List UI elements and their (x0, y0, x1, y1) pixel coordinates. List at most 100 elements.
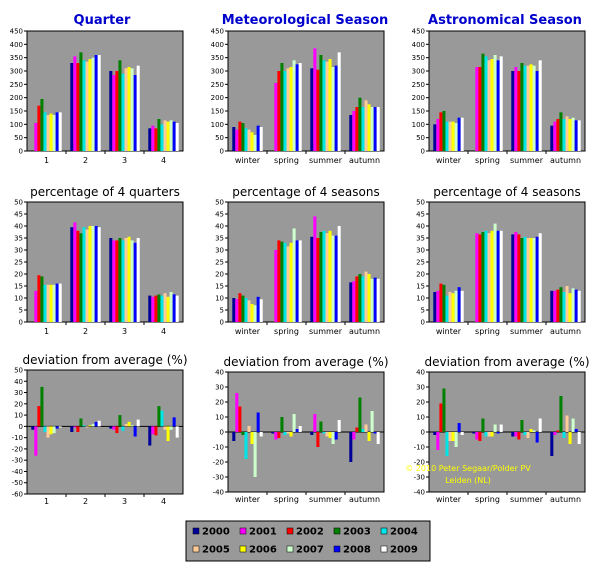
bar-2007-1 (52, 115, 56, 151)
bar-2008-spring (496, 230, 500, 322)
column-title-meteorological: Meteorological Season (222, 13, 389, 28)
bar-2004-2 (82, 60, 86, 152)
bar-2003-winter (241, 432, 245, 435)
bar-2004-winter (445, 121, 449, 151)
bar-2002-autumn (355, 427, 359, 432)
bar-2007-summer (532, 430, 536, 432)
category-label: autumn (349, 156, 380, 165)
y-tick-label: 200 (412, 94, 425, 102)
chart-0: 0 50 100 150 200 250 300 350 400 450 1 2 3 4 (10, 28, 184, 165)
bar-2006-summer (328, 230, 332, 322)
bar-2008-3 (133, 242, 137, 322)
y-tick-label: 450 (10, 28, 23, 36)
bar-2006-autumn (367, 104, 371, 151)
bar-2008-winter (256, 296, 260, 322)
y-tick-label: 100 (10, 121, 23, 129)
category-label: summer (510, 327, 544, 336)
bar-2001-3 (112, 240, 116, 322)
bar-2002-2 (76, 63, 80, 151)
category-label: autumn (550, 156, 581, 165)
y-tick-label: 10 (14, 412, 23, 420)
bar-2005-spring (286, 246, 290, 322)
legend-swatch (239, 545, 247, 553)
bar-2007-2 (91, 57, 95, 151)
bar-2000-3 (109, 238, 113, 322)
bar-2005-1 (46, 115, 50, 151)
bar-2005-2 (85, 426, 89, 428)
bar-2000-autumn (349, 115, 353, 151)
y-tick-label: -20 (12, 445, 23, 453)
y-tick-label: 50 (416, 134, 425, 142)
bar-2006-spring (490, 59, 494, 151)
bar-2004-summer (523, 65, 527, 151)
legend-item-2001: 2001 (239, 527, 277, 538)
bar-2009-4 (175, 426, 179, 438)
category-label: winter (235, 495, 261, 504)
bar-2005-1 (46, 426, 50, 438)
bar-2004-spring (283, 242, 287, 322)
chart-4: percentage of 4 seasons 0 5 10 15 20 25 30 35 40 4… (215, 185, 385, 336)
bar-2005-spring (286, 432, 290, 434)
legend-swatch (380, 527, 388, 535)
bar-2005-autumn (565, 116, 569, 151)
bar-2005-summer (526, 65, 530, 151)
bar-2004-4 (160, 124, 164, 151)
y-tick-label: 50 (215, 199, 224, 207)
y-tick-label: 350 (10, 54, 23, 62)
chart-title: deviation from average (%) (424, 355, 589, 369)
legend-label: 2006 (249, 545, 277, 556)
bar-2001-summer (514, 232, 518, 322)
y-tick-label: 20 (14, 271, 23, 279)
bar-2007-4 (169, 292, 173, 322)
bar-2003-3 (118, 60, 122, 152)
bar-2005-winter (247, 129, 251, 151)
y-tick-label: 10 (215, 414, 224, 422)
legend-label: 2002 (296, 527, 324, 538)
bar-2009-autumn (577, 290, 581, 322)
bar-2004-2 (82, 227, 86, 322)
y-tick-label: -10 (213, 444, 224, 452)
chart-2: 0 50 100 150 200 250 300 350 400 450 winter spring s… (412, 28, 586, 165)
bar-2003-spring (280, 417, 284, 432)
bar-2001-autumn (352, 111, 356, 151)
bar-2001-summer (313, 216, 317, 322)
y-tick-label: 250 (211, 81, 224, 89)
category-label: 2 (83, 327, 88, 336)
bar-2007-autumn (571, 117, 575, 151)
bar-2001-spring (475, 233, 479, 322)
y-tick-label: 40 (215, 369, 224, 377)
bar-2006-winter (451, 121, 455, 151)
y-tick-label: 0 (19, 423, 23, 431)
legend-label: 2000 (202, 527, 230, 538)
bar-2004-2 (82, 425, 86, 427)
bar-2004-winter (244, 298, 248, 322)
bar-2006-4 (166, 296, 170, 322)
bar-2003-spring (280, 63, 284, 151)
legend-label: 2003 (343, 527, 371, 538)
bar-2005-spring (487, 60, 491, 152)
bar-2009-spring (499, 230, 503, 322)
bar-2000-winter (433, 432, 437, 435)
bar-2000-autumn (349, 282, 353, 322)
y-tick-label: 40 (416, 369, 425, 377)
bar-2009-summer (538, 60, 542, 152)
bar-2002-1 (37, 105, 41, 151)
bar-2003-autumn (358, 274, 362, 322)
bar-2001-summer (514, 67, 518, 151)
y-tick-label: 0 (220, 319, 224, 327)
bar-2000-2 (70, 63, 74, 151)
bar-2003-2 (79, 52, 83, 152)
y-tick-label: 50 (14, 367, 23, 375)
y-tick-label: 25 (215, 259, 224, 267)
category-label: 2 (83, 156, 88, 165)
bar-2009-3 (136, 238, 140, 322)
y-tick-label: -60 (12, 491, 23, 499)
y-tick-label: -10 (414, 444, 425, 452)
category-label: summer (309, 156, 343, 165)
legend-label: 2005 (202, 545, 230, 556)
legend-item-2007: 2007 (286, 545, 324, 556)
bar-2003-spring (481, 232, 485, 322)
bar-2006-winter (250, 304, 254, 322)
bar-2008-winter (256, 125, 260, 151)
bar-2002-4 (154, 128, 158, 151)
